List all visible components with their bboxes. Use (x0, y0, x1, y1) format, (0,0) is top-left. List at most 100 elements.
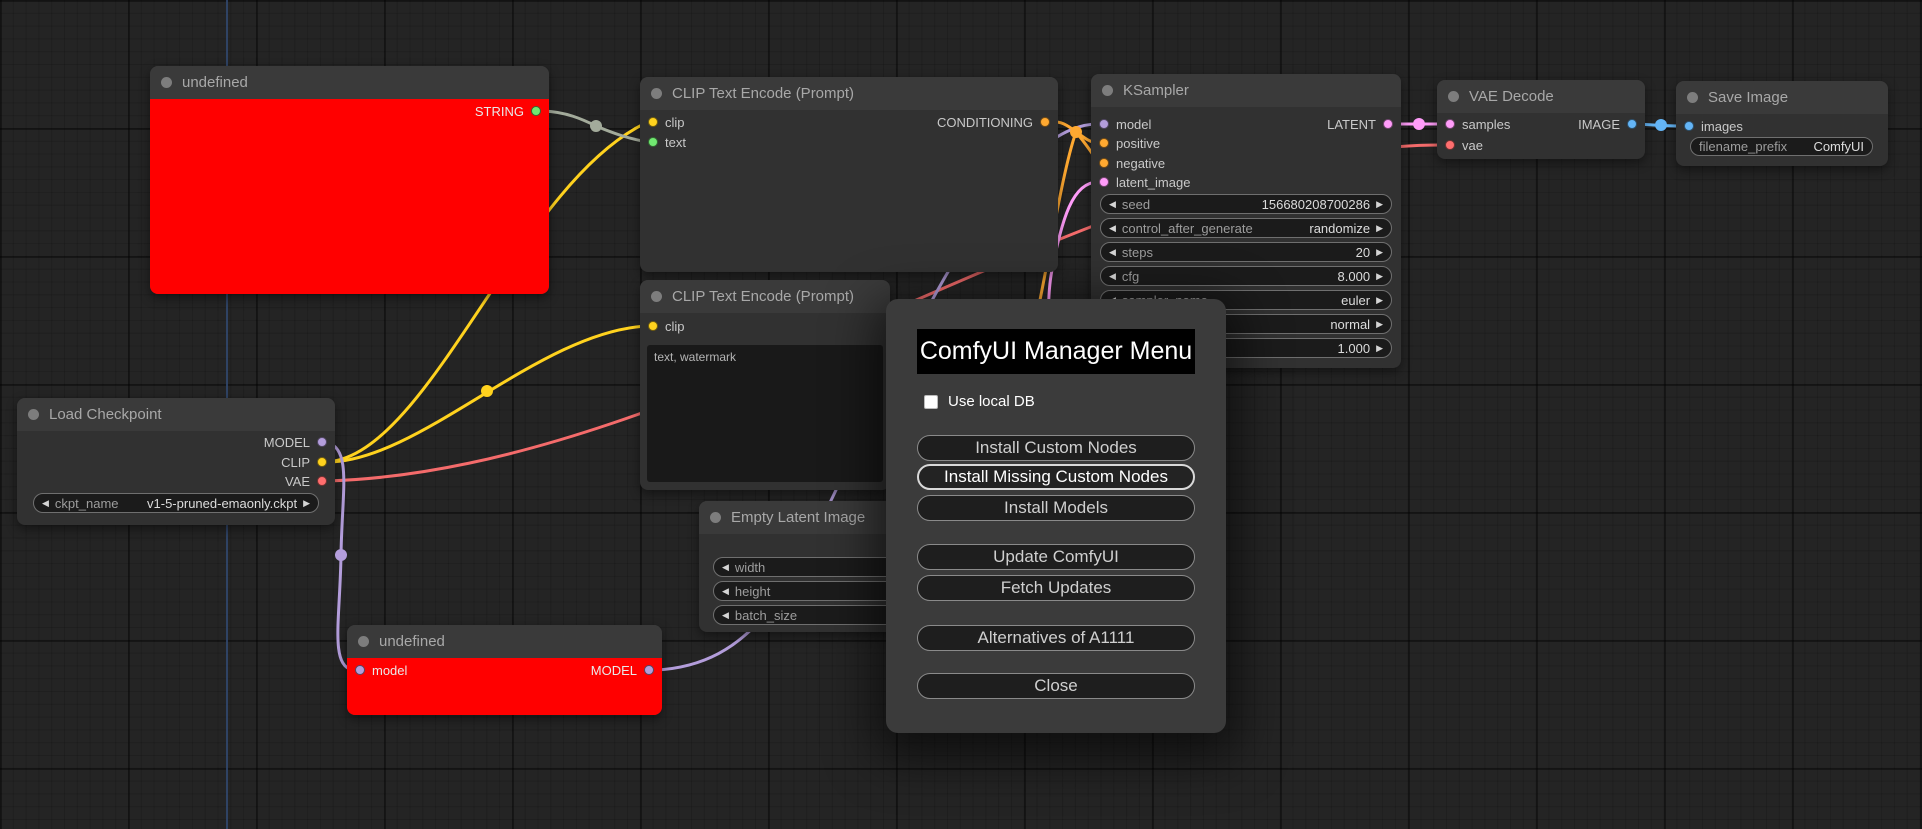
collapse-dot-icon[interactable] (1448, 91, 1459, 102)
widget-value: normal (1330, 316, 1371, 332)
increment-arrow-icon[interactable]: ▶ (1376, 294, 1383, 305)
node-title: Save Image (1708, 89, 1789, 106)
use-local-db-checkbox[interactable] (924, 394, 938, 409)
string-output-port[interactable] (531, 106, 541, 116)
images-input-port[interactable] (1684, 121, 1694, 131)
close-button[interactable]: Close (917, 673, 1195, 699)
previous-arrow-icon[interactable]: ◀ (42, 497, 49, 508)
clip-input-port[interactable] (648, 117, 658, 127)
increment-arrow-icon[interactable]: ▶ (1376, 198, 1383, 209)
samples-input-port[interactable] (1445, 119, 1455, 129)
output-label: MODEL (263, 434, 310, 450)
widget-seed[interactable]: ◀ seed 156680208700286 ▶ (1100, 194, 1392, 214)
negative-input-port[interactable] (1099, 158, 1109, 168)
vae-input-port[interactable] (1445, 140, 1455, 150)
node-undefined-model[interactable]: undefined model MODEL (347, 625, 662, 715)
update-comfyui-button[interactable]: Update ComfyUI (917, 544, 1195, 570)
collapse-dot-icon[interactable] (1102, 85, 1113, 96)
node-title: CLIP Text Encode (Prompt) (672, 288, 855, 305)
collapse-dot-icon[interactable] (358, 636, 369, 647)
text-input-port[interactable] (648, 137, 658, 147)
comfyui-manager-dialog[interactable]: ComfyUI Manager Menu Use local DB Instal… (886, 299, 1226, 733)
decrement-arrow-icon[interactable]: ◀ (1109, 198, 1116, 209)
increment-arrow-icon[interactable]: ▶ (1376, 342, 1383, 353)
model-input-port[interactable] (355, 665, 365, 675)
widget-ckpt-name[interactable]: ◀ ckpt_name v1-5-pruned-emaonly.ckpt ▶ (33, 493, 319, 513)
node-title-bar[interactable]: KSampler (1091, 74, 1401, 107)
conditioning-output-port[interactable] (1040, 117, 1050, 127)
install-missing-custom-nodes-button[interactable]: Install Missing Custom Nodes (917, 464, 1195, 490)
latent-output-port[interactable] (1383, 119, 1393, 129)
output-label: CLIP (281, 454, 310, 470)
prompt-textarea[interactable]: text, watermark (647, 345, 883, 482)
node-ksampler[interactable]: KSampler model positive negative latent_… (1091, 74, 1401, 368)
decrement-arrow-icon[interactable]: ◀ (722, 585, 729, 596)
node-clip-text-encode-negative[interactable]: CLIP Text Encode (Prompt) clip text, wat… (640, 280, 890, 490)
collapse-dot-icon[interactable] (161, 77, 172, 88)
input-label: images (1701, 118, 1743, 134)
model-output-port[interactable] (317, 437, 327, 447)
node-title-bar[interactable]: CLIP Text Encode (Prompt) (640, 77, 1058, 110)
collapse-dot-icon[interactable] (710, 512, 721, 523)
model-output-port[interactable] (644, 665, 654, 675)
node-title-bar[interactable]: Save Image (1676, 81, 1888, 114)
increment-arrow-icon[interactable]: ▶ (1376, 222, 1383, 233)
install-models-button[interactable]: Install Models (917, 495, 1195, 521)
node-undefined-string[interactable]: undefined STRING (150, 66, 549, 294)
input-label: latent_image (1116, 174, 1191, 190)
reroute-dot[interactable] (1655, 119, 1667, 131)
node-save-image[interactable]: Save Image images filename_prefix ComfyU… (1676, 81, 1888, 166)
widget-cfg[interactable]: ◀ cfg 8.000 ▶ (1100, 266, 1392, 286)
widget-label: cfg (1121, 268, 1140, 284)
decrement-arrow-icon[interactable]: ◀ (1109, 270, 1116, 281)
install-custom-nodes-button[interactable]: Install Custom Nodes (917, 435, 1195, 461)
widget-value: 1.000 (1337, 340, 1371, 356)
node-load-checkpoint[interactable]: Load Checkpoint MODEL CLIP VAE ◀ ckpt_na… (17, 398, 335, 525)
widget-value: 8.000 (1337, 268, 1371, 284)
increment-arrow-icon[interactable]: ▶ (1376, 318, 1383, 329)
collapse-dot-icon[interactable] (651, 88, 662, 99)
decrement-arrow-icon[interactable]: ◀ (722, 561, 729, 572)
latent-image-input-port[interactable] (1099, 177, 1109, 187)
node-body (150, 99, 549, 294)
widget-value: euler (1341, 292, 1371, 308)
widget-control-after-generate[interactable]: ◀ control_after_generate randomize ▶ (1100, 218, 1392, 238)
node-title-bar[interactable]: CLIP Text Encode (Prompt) (640, 280, 890, 313)
reroute-dot[interactable] (481, 385, 493, 397)
widget-value: 20 (1355, 244, 1371, 260)
node-title-bar[interactable]: VAE Decode (1437, 80, 1645, 113)
widget-filename-prefix[interactable]: filename_prefix ComfyUI (1690, 137, 1873, 156)
reroute-dot[interactable] (1070, 126, 1082, 138)
node-clip-text-encode-positive[interactable]: CLIP Text Encode (Prompt) clip text COND… (640, 77, 1058, 272)
image-output-port[interactable] (1627, 119, 1637, 129)
decrement-arrow-icon[interactable]: ◀ (1109, 222, 1116, 233)
clip-input-port[interactable] (648, 321, 658, 331)
clip-output-port[interactable] (317, 457, 327, 467)
node-title-bar[interactable]: Load Checkpoint (17, 398, 335, 431)
node-title-bar[interactable]: undefined (150, 66, 549, 99)
input-label: samples (1462, 116, 1511, 132)
input-label: clip (665, 318, 685, 334)
fetch-updates-button[interactable]: Fetch Updates (917, 575, 1195, 601)
reroute-dot[interactable] (1413, 118, 1425, 130)
reroute-dot[interactable] (590, 120, 602, 132)
reroute-dot[interactable] (335, 549, 347, 561)
vae-output-port[interactable] (317, 476, 327, 486)
collapse-dot-icon[interactable] (28, 409, 39, 420)
collapse-dot-icon[interactable] (651, 291, 662, 302)
increment-arrow-icon[interactable]: ▶ (1376, 270, 1383, 281)
next-arrow-icon[interactable]: ▶ (303, 497, 310, 508)
node-title-bar[interactable]: undefined (347, 625, 662, 658)
node-vae-decode[interactable]: VAE Decode samples vae IMAGE (1437, 80, 1645, 159)
node-title: undefined (182, 74, 248, 91)
collapse-dot-icon[interactable] (1687, 92, 1698, 103)
increment-arrow-icon[interactable]: ▶ (1376, 246, 1383, 257)
positive-input-port[interactable] (1099, 138, 1109, 148)
node-title: VAE Decode (1469, 88, 1554, 105)
model-input-port[interactable] (1099, 119, 1109, 129)
decrement-arrow-icon[interactable]: ◀ (1109, 246, 1116, 257)
alternatives-of-a1111-button[interactable]: Alternatives of A1111 (917, 625, 1195, 651)
decrement-arrow-icon[interactable]: ◀ (722, 609, 729, 620)
widget-steps[interactable]: ◀ steps 20 ▶ (1100, 242, 1392, 262)
